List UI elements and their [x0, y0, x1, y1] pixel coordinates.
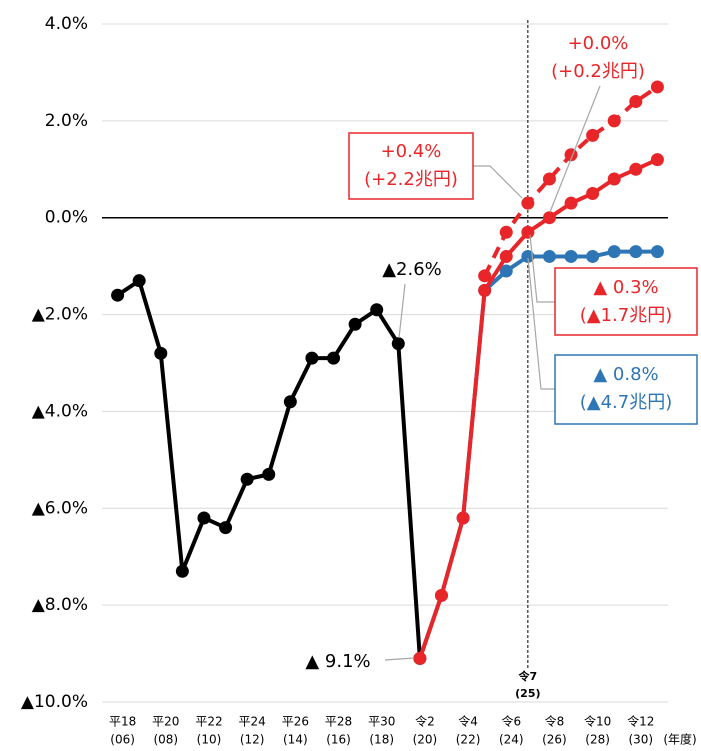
leader-line: [398, 283, 406, 339]
x-tick-label: 平22: [195, 715, 222, 729]
leader-line: [529, 234, 555, 303]
x-tick-sublabel: (30): [628, 733, 653, 747]
annotation-box: [554, 267, 698, 336]
marker: [586, 128, 600, 142]
y-tick-label: 2.0%: [45, 111, 88, 131]
x-tick-label: 平20: [152, 715, 179, 729]
marker: [391, 337, 405, 351]
x-tick-label: 平26: [282, 715, 309, 729]
marker: [564, 196, 578, 210]
marker: [348, 317, 362, 331]
x-tick-sublabel: (10): [197, 733, 222, 747]
marker: [521, 249, 535, 263]
reference-label: 令7: [518, 669, 538, 683]
x-tick-sublabel: (26): [542, 733, 567, 747]
x-tick-sublabel: (06): [110, 733, 135, 747]
x-tick-sublabel: (20): [413, 733, 438, 747]
reference-label: (25): [515, 687, 540, 700]
annotation-text: (▲1.7兆円): [580, 305, 673, 326]
x-tick-sublabel: (18): [369, 733, 394, 747]
leader-line: [473, 165, 523, 199]
marker: [629, 162, 643, 176]
marker: [607, 245, 621, 259]
leader-line: [384, 657, 415, 661]
x-tick-label: 平28: [325, 715, 352, 729]
leader-line: [527, 257, 555, 390]
marker: [434, 588, 448, 602]
y-tick-label: ▲8.0%: [32, 595, 88, 615]
x-tick-label: 令8: [545, 714, 565, 729]
marker: [607, 114, 621, 128]
x-tick-label: 平18: [109, 715, 136, 729]
annotation-text: ▲ 9.1%: [305, 651, 370, 672]
marker: [499, 225, 513, 239]
x-tick-sublabel: (28): [585, 733, 610, 747]
marker: [132, 274, 146, 288]
annotation-text: (▲4.7兆円): [580, 392, 673, 413]
marker: [542, 172, 556, 186]
x-unit: (年度): [663, 732, 696, 747]
marker: [478, 269, 492, 283]
annotation-text: ▲ 0.3%: [593, 277, 658, 298]
annotation-box: [554, 354, 698, 425]
marker: [650, 245, 664, 259]
marker: [197, 511, 211, 525]
marker: [521, 225, 535, 239]
leader-line: [549, 85, 601, 213]
marker: [650, 153, 664, 167]
x-tick-sublabel: (24): [499, 733, 524, 747]
x-tick-label: 平24: [239, 715, 266, 729]
annotation-text: ▲2.6%: [382, 259, 442, 280]
marker: [305, 351, 319, 365]
annotation-text: ▲ 0.8%: [593, 364, 658, 385]
x-tick-label: 平30: [368, 715, 395, 729]
marker: [564, 249, 578, 263]
marker: [456, 511, 470, 525]
marker: [154, 346, 168, 360]
x-tick-label: 令4: [458, 714, 478, 729]
y-tick-label: ▲6.0%: [32, 498, 88, 518]
marker: [586, 187, 600, 200]
annotation-text: +0.4%: [381, 141, 442, 162]
x-tick-sublabel: (22): [456, 733, 481, 747]
marker: [650, 80, 664, 94]
x-tick-label: 令12: [627, 714, 654, 729]
marker: [499, 249, 513, 263]
marker: [586, 249, 600, 263]
x-tick-label: 令2: [415, 714, 435, 729]
y-tick-label: 4.0%: [45, 14, 88, 34]
marker: [111, 288, 125, 302]
y-tick-label: ▲2.0%: [32, 305, 88, 325]
marker: [240, 472, 254, 486]
annotation-text: (+2.2兆円): [364, 169, 458, 190]
marker: [521, 196, 535, 210]
annotation-text: (+0.2兆円): [551, 61, 645, 82]
marker: [542, 249, 556, 263]
marker: [542, 211, 556, 225]
marker: [607, 172, 621, 186]
x-tick-sublabel: (12): [240, 733, 265, 747]
marker: [175, 564, 189, 578]
marker: [283, 395, 297, 409]
y-tick-label: ▲10.0%: [21, 692, 88, 712]
marker: [370, 303, 384, 317]
marker: [499, 264, 513, 278]
y-tick-label: ▲4.0%: [32, 401, 88, 421]
marker: [629, 245, 643, 259]
annotation-text: +0.0%: [568, 33, 629, 54]
x-tick-sublabel: (08): [153, 733, 178, 747]
marker: [478, 283, 492, 297]
marker: [219, 521, 233, 535]
x-tick-label: 令10: [584, 714, 611, 729]
x-tick-sublabel: (16): [326, 733, 351, 747]
marker: [327, 351, 341, 365]
marker: [262, 467, 276, 481]
x-tick-label: 令6: [501, 714, 521, 729]
marker: [413, 651, 427, 665]
annotation-box: [348, 132, 474, 200]
y-tick-label: 0.0%: [45, 208, 88, 228]
x-tick-sublabel: (14): [283, 733, 308, 747]
marker: [629, 94, 643, 108]
